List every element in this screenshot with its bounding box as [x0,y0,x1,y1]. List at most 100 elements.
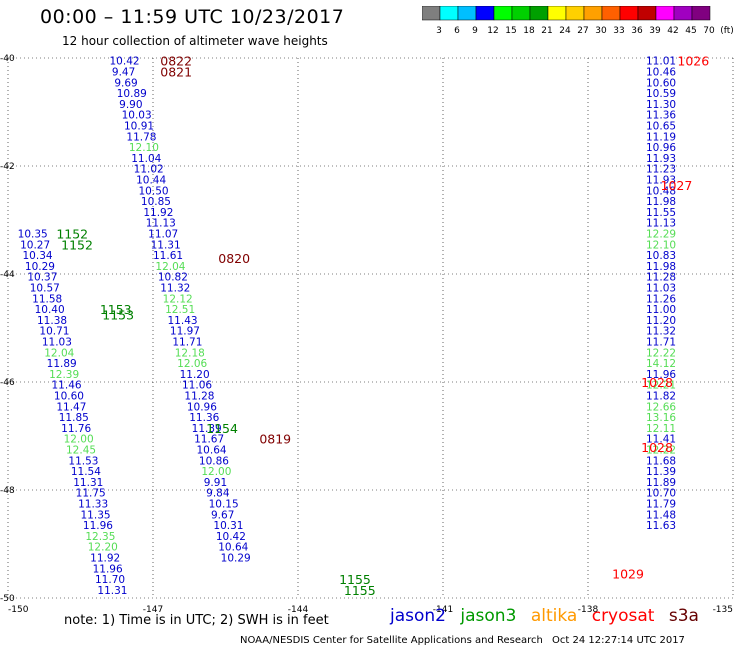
wave-height-point: 11.07 [148,229,178,241]
pass-time-label: 1155 [344,583,376,598]
color-scale-label: 45 [685,26,696,36]
wave-height-point: 9.84 [206,488,230,500]
wave-height-point: 10.96 [187,401,217,413]
wave-height-point: 10.50 [139,185,169,197]
pass-time-label: 0820 [218,251,250,266]
wave-height-point: 12.10 [646,239,676,251]
y-tick-label: -40 [0,54,15,64]
pass-time-label: 1152 [56,227,88,242]
wave-height-point: 11.70 [95,574,125,586]
wave-height-point: 12.00 [64,434,94,446]
legend-jason2: jason2 [390,606,446,626]
legend-jason3: jason3 [460,606,517,626]
wave-height-point: 11.13 [146,218,176,230]
wave-height-point: 12.45 [66,445,96,457]
wave-height-point: 11.98 [646,196,676,208]
wave-height-point: 12.51 [165,304,195,316]
wave-height-point: 11.31 [73,477,103,489]
color-scale-label: (ft) [720,26,734,36]
color-scale-label: 21 [541,26,552,36]
wave-height-point: 10.42 [110,56,140,68]
pass-time-label: 1028 [641,375,673,390]
wave-height-point: 11.58 [32,293,62,305]
wave-height-point: 10.89 [117,88,147,100]
wave-height-point: 11.79 [646,499,676,511]
wave-height-point: 11.63 [646,520,676,532]
wave-height-point: 11.02 [134,164,164,176]
wave-height-point: 11.31 [97,585,127,597]
legend-s3a: s3a [668,606,699,626]
color-scale-label: 39 [649,26,661,36]
wave-height-point: 11.39 [646,466,676,478]
wave-height-point: 11.03 [646,283,676,295]
wave-height-point: 11.71 [646,337,676,349]
wave-height-point: 12.18 [175,347,205,359]
wave-height-point: 12.20 [88,542,118,554]
wave-height-point: 10.27 [20,239,50,251]
wave-height-point: 11.54 [71,466,101,478]
wave-height-point: 10.29 [221,553,251,565]
color-scale-label: 6 [454,26,460,36]
wave-height-point: 10.70 [646,488,676,500]
x-tick-label: -138 [578,605,599,615]
wave-height-point: 11.32 [160,283,190,295]
wave-height-point: 12.12 [163,293,193,305]
wave-height-point: 12.21 [646,380,676,392]
wave-height-point: 11.13 [646,218,676,230]
wave-height-point: 11.04 [131,153,161,165]
pass-time-label: 1155 [339,572,371,587]
wave-height-point: 9.67 [211,509,234,521]
wave-height-point: 10.60 [54,391,84,403]
wave-height-point: 10.83 [646,250,676,262]
footer-timestamp: Oct 24 12:27:14 UTC 2017 [552,635,685,646]
wave-height-point: 11.97 [170,326,200,338]
color-scale-label: 70 [703,26,715,36]
legend-altika: altika [530,606,578,626]
wave-height-point: 10.34 [23,250,53,262]
wave-height-point: 10.65 [646,121,676,133]
wave-height-point: 11.92 [143,207,173,219]
wave-height-point: 11.01 [646,56,676,68]
wave-height-point: 10.64 [218,542,248,554]
wave-height-point: 10.71 [39,326,69,338]
wave-height-point: 11.46 [52,380,82,392]
color-scale-label: 33 [613,26,624,36]
wave-height-point: 11.85 [59,412,89,424]
wave-height-point: 12.39 [49,369,79,381]
wave-height-point: 11.35 [81,509,111,521]
wave-height-point: 11.48 [646,509,676,521]
wave-height-point: 10.48 [646,185,676,197]
y-tick-label: -50 [0,594,15,604]
wave-height-point: 13.16 [646,412,676,424]
wave-height-point: 11.00 [646,304,676,316]
pass-time-label: 1153 [102,308,134,323]
wave-height-point: 11.89 [646,477,676,489]
wave-height-point: 12.10 [129,142,159,154]
wave-height-point: 11.96 [93,563,123,575]
wave-height-point: 11.36 [189,412,219,424]
wave-height-point: 10.85 [141,196,171,208]
x-tick-label: -144 [288,605,309,615]
color-scale-label: 3 [436,26,442,36]
color-scale-label: 27 [577,26,588,36]
wave-height-point: 11.38 [37,315,67,327]
wave-height-point: 11.55 [646,207,676,219]
color-scale-label: 42 [667,26,678,36]
pass-time-label: 1154 [206,421,238,436]
wave-height-point: 10.31 [213,520,243,532]
wave-height-point: 11.20 [180,369,210,381]
wave-height-point: 11.96 [83,520,113,532]
wave-height-point: 12.04 [155,261,185,273]
wave-height-point: 11.82 [646,391,676,403]
wave-height-point: 10.37 [27,272,57,284]
pass-time-label: 1153 [100,302,132,317]
wave-height-point: 11.33 [78,499,108,511]
wave-height-point: 10.42 [216,531,246,543]
wave-height-point: 10.29 [25,261,55,273]
wave-height-point: 12.35 [85,531,115,543]
wave-height-point: 11.75 [76,488,106,500]
wave-height-point: 10.35 [18,229,48,241]
chart-title: 00:00 – 11:59 UTC 10/23/2017 [40,6,345,28]
